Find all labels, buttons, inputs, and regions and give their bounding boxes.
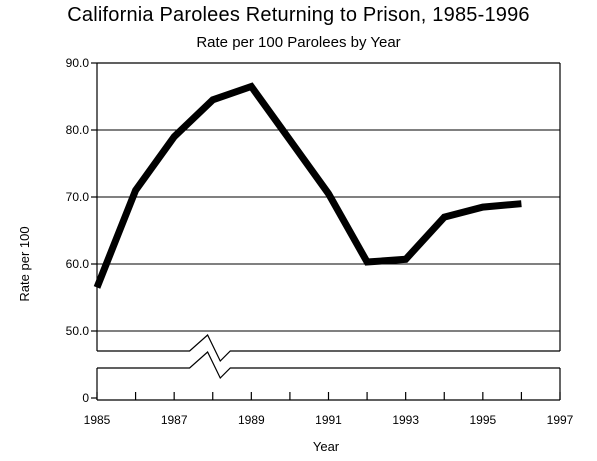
x-tick-label: 1995 xyxy=(469,413,496,427)
x-tick-label: 1997 xyxy=(547,413,574,427)
chart-subtitle: Rate per 100 Parolees by Year xyxy=(196,34,401,51)
break-line-upper xyxy=(97,334,560,363)
y-tick-label: 60.0 xyxy=(66,257,90,271)
y-tick-label: 0 xyxy=(82,391,89,405)
x-axis-ticks: 1985 1987 1989 1991 1993 1995 1997 xyxy=(84,392,574,427)
y-tick-label: 50.0 xyxy=(66,324,90,338)
plot-frame xyxy=(96,62,561,401)
x-axis-label: Year xyxy=(313,439,340,454)
x-tick-label: 1989 xyxy=(238,413,265,427)
y-tick-label: 80.0 xyxy=(66,123,90,137)
x-tick-label: 1985 xyxy=(84,413,111,427)
y-axis-label: Rate per 100 xyxy=(17,226,32,301)
axis-break xyxy=(97,334,560,380)
series-line xyxy=(93,82,522,289)
series-layer xyxy=(93,82,522,289)
break-line-lower xyxy=(97,351,560,380)
y-axis-ticks: 90.0 80.0 70.0 60.0 50.0 0 xyxy=(66,56,97,405)
y-tick-label: 90.0 xyxy=(66,56,90,70)
x-tick-label: 1993 xyxy=(392,413,419,427)
y-tick-label: 70.0 xyxy=(66,190,90,204)
chart-title: California Parolees Returning to Prison,… xyxy=(67,4,530,26)
x-tick-label: 1987 xyxy=(161,413,188,427)
x-tick-label: 1991 xyxy=(315,413,342,427)
